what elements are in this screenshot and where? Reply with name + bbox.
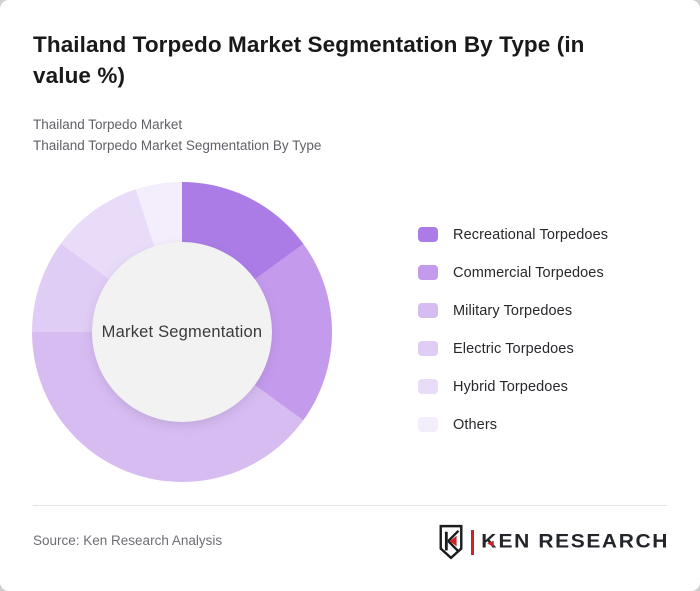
legend-swatch (418, 227, 438, 242)
legend-label: Commercial Torpedoes (453, 264, 604, 281)
page-title: Thailand Torpedo Market Segmentation By … (33, 32, 585, 88)
shield-k-icon (439, 524, 463, 560)
legend-label: Military Torpedoes (453, 302, 573, 319)
subtitle-market: Thailand Torpedo Market (33, 117, 183, 132)
chart-center-label: Market Segmentation (101, 322, 263, 341)
footer-divider (33, 505, 667, 506)
legend-label: Recreational Torpedoes (453, 226, 609, 243)
donut-hole: Market Segmentation (92, 242, 272, 422)
legend-item-others: Others (418, 416, 608, 433)
legend-item-military-torpedoes: Military Torpedoes (418, 302, 608, 319)
donut-chart: Market Segmentation (32, 182, 332, 482)
legend-swatch (418, 341, 438, 356)
subtitle-segmentation: Thailand Torpedo Market Segmentation By … (33, 138, 322, 153)
legend-label: Hybrid Torpedoes (453, 378, 568, 395)
legend-swatch (418, 379, 438, 394)
legend-swatch (418, 303, 438, 318)
legend-item-recreational-torpedoes: Recreational Torpedoes (418, 226, 609, 243)
legend-item-hybrid-torpedoes: Hybrid Torpedoes (418, 378, 608, 395)
legend-swatch (418, 265, 438, 280)
legend-label: Electric Torpedoes (453, 340, 574, 357)
logo-wordmark: K◄EN RESEARCH (481, 530, 669, 553)
legend-item-commercial-torpedoes: Commercial Torpedoes (418, 264, 608, 281)
logo-k-triangle-icon: ◄ (485, 538, 498, 550)
source-note: Source: Ken Research Analysis (33, 533, 223, 548)
legend-label: Others (453, 416, 498, 433)
ken-research-logo: K◄EN RESEARCH (437, 524, 669, 560)
legend-item-electric-torpedoes: Electric Torpedoes (418, 340, 608, 357)
logo-separator-bar (471, 529, 475, 555)
chart-legend: Recreational Torpedoes Commercial Torped… (418, 226, 609, 433)
legend-swatch (418, 417, 438, 432)
